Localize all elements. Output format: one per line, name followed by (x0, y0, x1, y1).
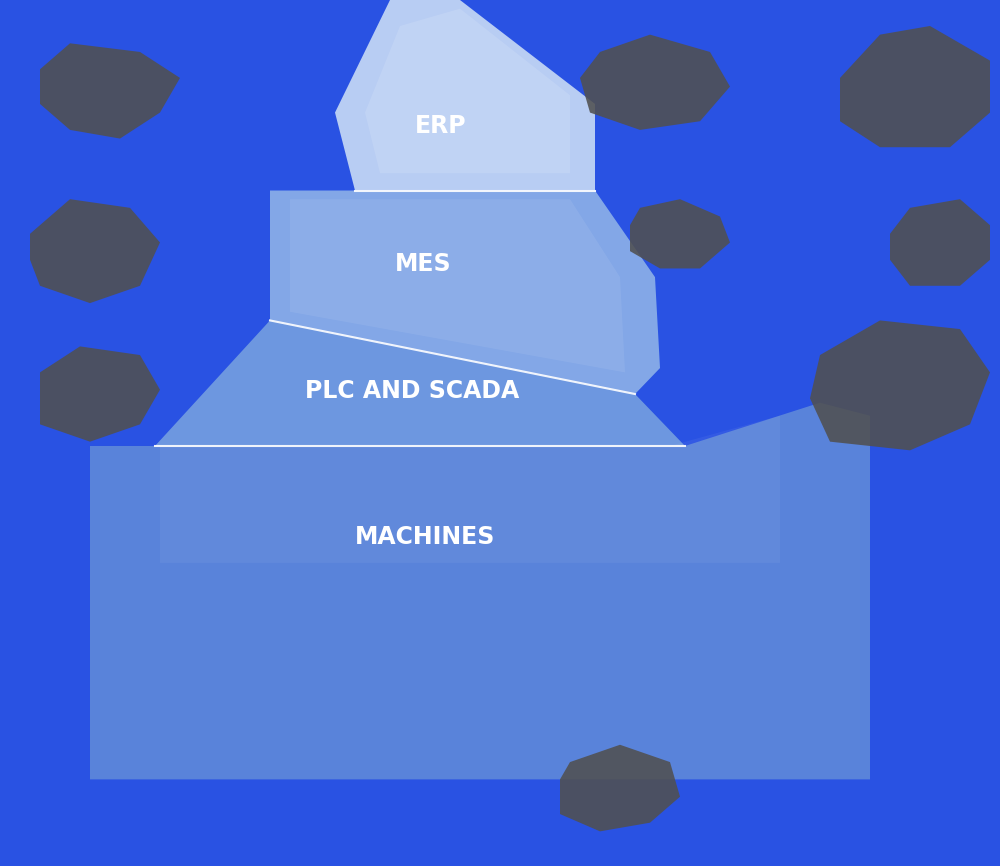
Polygon shape (810, 320, 990, 450)
Polygon shape (630, 199, 730, 268)
Polygon shape (335, 0, 595, 191)
Polygon shape (270, 191, 660, 394)
Text: MES: MES (395, 252, 452, 276)
Text: MACHINES: MACHINES (355, 525, 495, 549)
Polygon shape (90, 403, 870, 779)
Polygon shape (840, 26, 990, 147)
Text: PLC AND SCADA: PLC AND SCADA (305, 379, 519, 404)
Polygon shape (560, 745, 680, 831)
Polygon shape (580, 35, 730, 130)
Polygon shape (365, 9, 570, 173)
Polygon shape (155, 320, 685, 446)
Polygon shape (40, 346, 160, 442)
Polygon shape (890, 199, 990, 286)
Polygon shape (30, 199, 160, 303)
Polygon shape (160, 416, 780, 563)
Polygon shape (290, 199, 625, 372)
Text: ERP: ERP (415, 113, 467, 138)
Polygon shape (40, 43, 180, 139)
